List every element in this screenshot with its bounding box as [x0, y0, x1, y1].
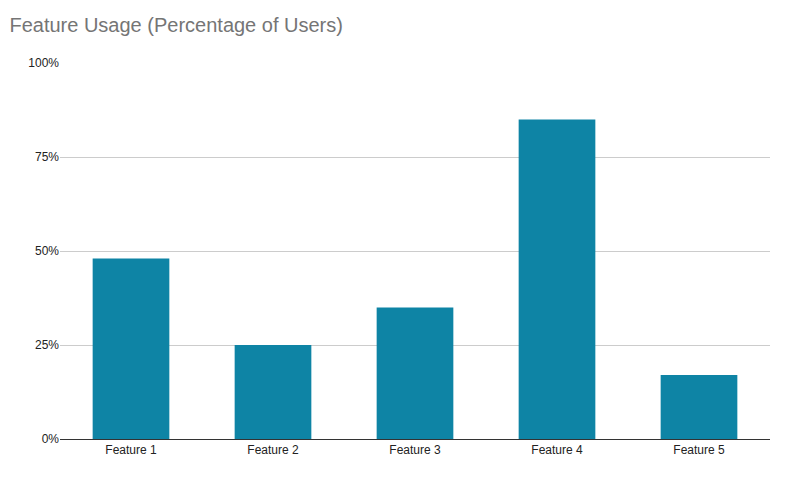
svg-text:Feature 5: Feature 5	[673, 443, 725, 457]
svg-text:100%: 100%	[28, 56, 59, 70]
svg-text:25%: 25%	[35, 338, 59, 352]
svg-text:Feature 3: Feature 3	[389, 443, 441, 457]
svg-text:Feature 1: Feature 1	[105, 443, 157, 457]
svg-text:Feature 4: Feature 4	[531, 443, 583, 457]
svg-text:75%: 75%	[35, 150, 59, 164]
svg-text:50%: 50%	[35, 244, 59, 258]
svg-text:Feature 2: Feature 2	[247, 443, 299, 457]
svg-text:Feature Usage (Percentage of U: Feature Usage (Percentage of Users)	[9, 14, 343, 36]
svg-text:0%: 0%	[42, 432, 60, 446]
